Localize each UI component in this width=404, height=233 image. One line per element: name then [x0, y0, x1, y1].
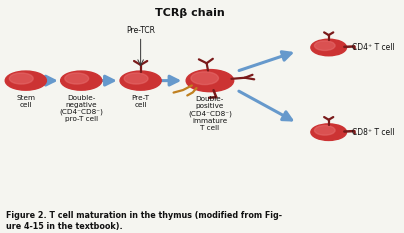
- Circle shape: [311, 39, 347, 56]
- Text: Pre-T
cell: Pre-T cell: [132, 95, 149, 108]
- Text: CD8⁺ T cell: CD8⁺ T cell: [352, 128, 395, 137]
- Text: Double-
negative
(CD4⁻CD8⁻)
pro-T cell: Double- negative (CD4⁻CD8⁻) pro-T cell: [59, 95, 103, 122]
- Text: ure 4-15 in the textbook).: ure 4-15 in the textbook).: [6, 222, 123, 231]
- Circle shape: [186, 70, 234, 92]
- Text: Stem
cell: Stem cell: [16, 95, 35, 108]
- Text: Figure 2. T cell maturation in the thymus (modified from Fig-: Figure 2. T cell maturation in the thymu…: [6, 211, 282, 220]
- Text: Double-
positive
(CD4⁻CD8⁻)
immature
T cell: Double- positive (CD4⁻CD8⁻) immature T c…: [188, 96, 232, 131]
- Circle shape: [314, 41, 335, 51]
- Text: TCRβ chain: TCRβ chain: [155, 8, 225, 18]
- Text: CD4⁺ T cell: CD4⁺ T cell: [352, 43, 395, 52]
- Circle shape: [311, 124, 347, 140]
- Circle shape: [9, 73, 33, 84]
- Circle shape: [120, 71, 161, 90]
- Circle shape: [5, 71, 46, 90]
- Circle shape: [124, 73, 148, 84]
- Circle shape: [61, 71, 102, 90]
- Text: Pre-TCR: Pre-TCR: [126, 26, 155, 35]
- Circle shape: [191, 72, 219, 85]
- Circle shape: [65, 73, 88, 84]
- Circle shape: [314, 126, 335, 135]
